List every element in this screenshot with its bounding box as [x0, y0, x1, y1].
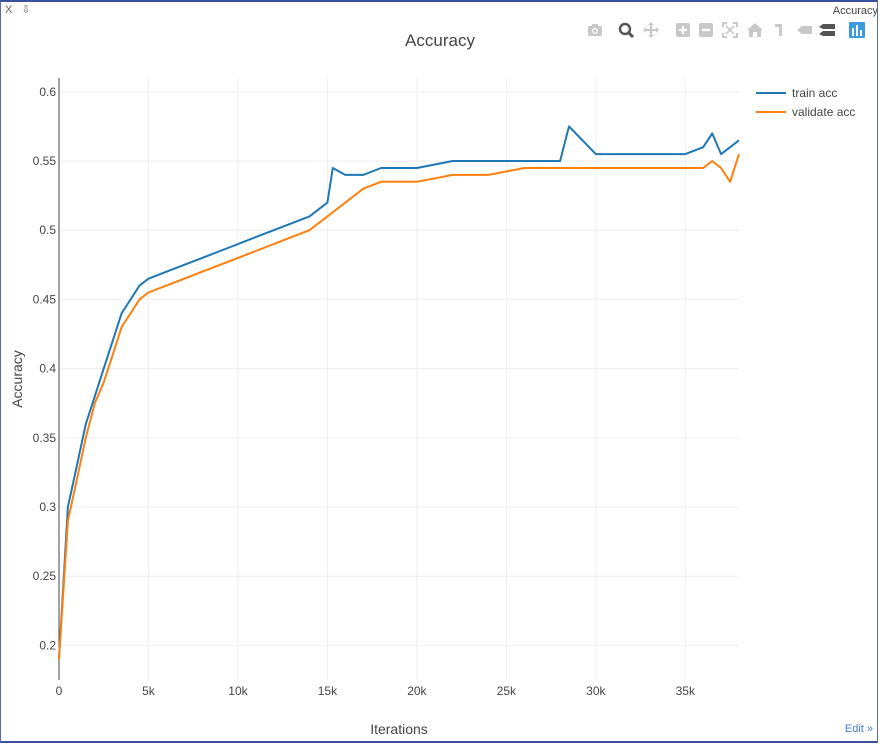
zoom-icon[interactable]	[617, 21, 635, 39]
y-tick-label: 0.45	[33, 292, 57, 306]
download-icon[interactable]: ⇩	[21, 4, 31, 16]
chart-title: Accuracy	[405, 31, 475, 50]
legend-label-validate: validate acc	[792, 104, 856, 119]
pan-icon[interactable]	[642, 21, 660, 39]
y-tick-label: 0.55	[33, 154, 57, 168]
x-tick-label: 10k	[228, 684, 248, 698]
closest-hover-icon[interactable]	[818, 21, 836, 39]
window-title: Accuracy	[832, 5, 878, 17]
y-tick-label: 0.5	[39, 223, 56, 237]
legend-item-validate[interactable]: validate acc	[756, 102, 855, 121]
series-line-train	[58, 125, 740, 660]
legend: train acc validate acc	[756, 83, 855, 121]
y-tick-label: 0.4	[39, 362, 56, 376]
zoom-out-icon[interactable]	[697, 21, 715, 39]
y-tick-label: 0.3	[39, 500, 56, 514]
reset-axes-icon[interactable]	[746, 21, 764, 39]
series-line-validate	[58, 153, 740, 660]
legend-label-train: train acc	[792, 85, 838, 100]
y-tick-label: 0.2	[39, 638, 56, 652]
close-icon[interactable]: X	[5, 4, 13, 16]
x-tick-label: 20k	[407, 684, 427, 698]
y-tick-label: 0.35	[33, 431, 57, 445]
legend-swatch-train	[756, 91, 786, 94]
spike-lines-icon[interactable]	[772, 21, 790, 39]
x-tick-label: 0	[56, 684, 63, 698]
compare-hover-icon[interactable]	[795, 21, 813, 39]
x-tick-label: 25k	[497, 684, 517, 698]
x-tick-label: 35k	[676, 684, 696, 698]
x-axis-label: Iterations	[370, 721, 428, 737]
x-tick-label: 15k	[318, 684, 338, 698]
x-tick-label: 5k	[142, 684, 156, 698]
zoom-in-icon[interactable]	[674, 21, 692, 39]
y-tick-label: 0.25	[33, 569, 57, 583]
plotly-logo-icon[interactable]	[848, 21, 866, 39]
y-tick-label: 0.6	[39, 85, 56, 99]
legend-item-train[interactable]: train acc	[756, 83, 855, 102]
y-axis-label: Accuracy	[9, 350, 25, 408]
edit-link[interactable]: Edit »	[844, 723, 873, 735]
camera-icon[interactable]	[586, 21, 604, 39]
x-tick-label: 30k	[586, 684, 606, 698]
legend-swatch-validate	[756, 110, 786, 113]
window-controls: X ⇩	[5, 3, 37, 16]
autoscale-icon[interactable]	[721, 21, 739, 39]
